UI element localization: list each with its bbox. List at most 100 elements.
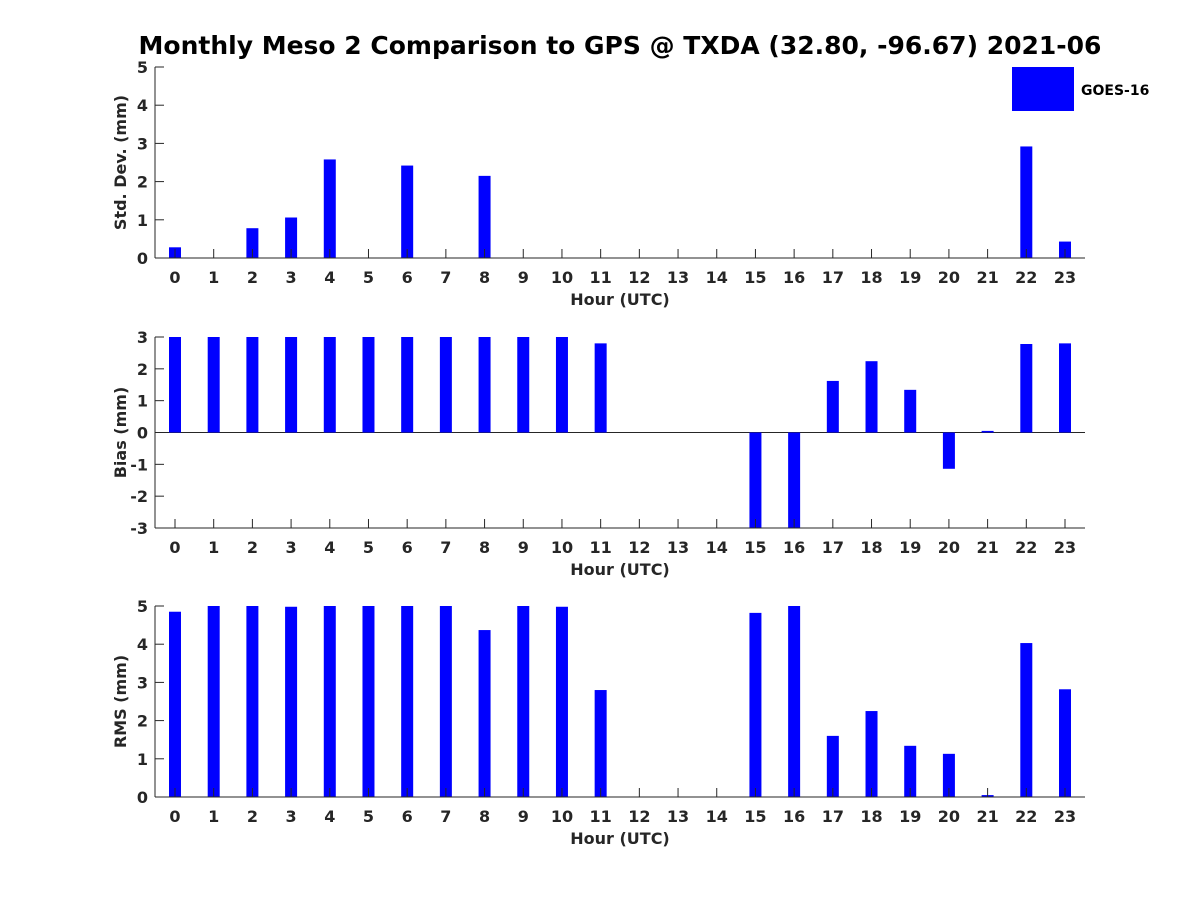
bias-x-tick-label: 23 <box>1054 538 1076 557</box>
bias-panel: 0 1 2 3 4 5 6 7 8 9 10 11 12 13 14 15 16 17 18 19 20 21 22 23-3… <box>111 328 1085 579</box>
std-dev-x-tick-label: 5 <box>363 268 374 287</box>
std-dev-x-tick-label: 3 <box>286 268 297 287</box>
bias-y-tick-label: -1 <box>130 455 148 474</box>
bias-bar-18 <box>865 361 878 433</box>
rms-x-tick-label: 21 <box>976 807 998 826</box>
std-dev-x-tick-label: 13 <box>667 268 689 287</box>
std-dev-x-tick-label: 16 <box>783 268 805 287</box>
rms-bar-19 <box>904 745 917 797</box>
rms-bar-3 <box>285 606 298 797</box>
rms-y-tick-label: 0 <box>137 788 148 807</box>
rms-bar-11 <box>594 690 607 797</box>
rms-x-tick-label: 12 <box>628 807 650 826</box>
rms-x-tick-label: 20 <box>938 807 960 826</box>
bias-bar-6 <box>401 337 414 433</box>
bias-bar-22 <box>1020 344 1033 433</box>
rms-x-tick-label: 16 <box>783 807 805 826</box>
bias-x-tick-label: 21 <box>976 538 998 557</box>
rms-y-tick-label: 4 <box>137 635 148 654</box>
bias-x-tick-label: 22 <box>1015 538 1037 557</box>
std-dev-x-tick-label: 7 <box>440 268 451 287</box>
bias-x-tick-label: 1 <box>208 538 219 557</box>
std-dev-x-tick-label: 6 <box>402 268 413 287</box>
rms-bar-4 <box>323 606 336 797</box>
rms-bar-2 <box>246 606 259 797</box>
std-dev-bar-22 <box>1020 146 1033 258</box>
bias-bar-8 <box>478 337 491 433</box>
std-dev-y-tick-label: 2 <box>137 173 148 192</box>
bias-x-tick-label: 13 <box>667 538 689 557</box>
bias-y-tick-label: 0 <box>137 424 148 443</box>
bias-y-axis-label: Bias (mm) <box>111 387 130 479</box>
rms-bar-23 <box>1059 689 1071 797</box>
bias-x-tick-label: 10 <box>551 538 573 557</box>
std-dev-x-tick-label: 18 <box>860 268 882 287</box>
rms-bar-1 <box>207 606 220 797</box>
std-dev-y-tick-label: 3 <box>137 134 148 153</box>
rms-x-tick-label: 8 <box>479 807 490 826</box>
rms-x-tick-label: 10 <box>551 807 573 826</box>
bias-x-tick-label: 3 <box>286 538 297 557</box>
bias-bar-7 <box>439 337 452 433</box>
rms-bar-7 <box>439 606 452 797</box>
bias-x-tick-label: 12 <box>628 538 650 557</box>
bias-x-tick-label: 16 <box>783 538 805 557</box>
rms-bar-9 <box>517 606 530 797</box>
rms-bar-8 <box>478 630 491 797</box>
std-dev-x-axis-label: Hour (UTC) <box>570 290 670 309</box>
bias-bar-5 <box>362 337 375 433</box>
rms-x-tick-label: 6 <box>402 807 413 826</box>
rms-x-axis-label: Hour (UTC) <box>570 829 670 848</box>
rms-x-tick-label: 9 <box>518 807 529 826</box>
rms-x-tick-label: 0 <box>169 807 180 826</box>
rms-bar-17 <box>826 735 839 797</box>
bias-x-tick-label: 20 <box>938 538 960 557</box>
rms-x-tick-label: 19 <box>899 807 921 826</box>
bias-bar-11 <box>594 343 607 433</box>
bias-bar-20 <box>942 432 955 469</box>
bias-x-tick-label: 18 <box>860 538 882 557</box>
rms-y-tick-label: 3 <box>137 673 148 692</box>
rms-bar-16 <box>788 606 801 797</box>
bias-y-tick-label: -3 <box>130 519 148 538</box>
rms-bar-18 <box>865 711 878 797</box>
std-dev-y-tick-label: 0 <box>137 249 148 268</box>
rms-bar-5 <box>362 606 375 797</box>
rms-x-tick-label: 1 <box>208 807 219 826</box>
bias-x-tick-label: 2 <box>247 538 258 557</box>
bias-x-tick-label: 0 <box>169 538 180 557</box>
std-dev-x-tick-label: 8 <box>479 268 490 287</box>
legend: GOES-16 <box>1012 67 1149 111</box>
rms-bar-22 <box>1020 643 1033 797</box>
std-dev-x-tick-label: 10 <box>551 268 573 287</box>
rms-y-tick-label: 1 <box>137 750 148 769</box>
rms-y-tick-label: 5 <box>137 597 148 616</box>
rms-x-tick-label: 14 <box>706 807 728 826</box>
rms-x-tick-label: 18 <box>860 807 882 826</box>
std-dev-bar-8 <box>478 175 491 258</box>
rms-x-tick-label: 23 <box>1054 807 1076 826</box>
std-dev-x-tick-label: 22 <box>1015 268 1037 287</box>
bias-bar-9 <box>517 337 530 433</box>
rms-x-tick-label: 4 <box>324 807 335 826</box>
std-dev-panel: 0 1 2 3 4 5 6 7 8 9 10 11 12 13 14 15 16 17 18 19 20 21 22 2301… <box>111 58 1085 309</box>
rms-bar-15 <box>749 612 762 797</box>
rms-x-tick-label: 13 <box>667 807 689 826</box>
std-dev-x-tick-label: 15 <box>744 268 766 287</box>
rms-y-axis-label: RMS (mm) <box>111 655 130 748</box>
bias-x-tick-label: 11 <box>590 538 612 557</box>
figure-title: Monthly Meso 2 Comparison to GPS @ TXDA … <box>139 31 1102 60</box>
rms-bar-10 <box>555 606 568 797</box>
bias-y-tick-label: 2 <box>137 360 148 379</box>
rms-panel: 0 1 2 3 4 5 6 7 8 9 10 11 12 13 14 15 16 17 18 19 20 21 22 2301… <box>111 597 1085 848</box>
legend-label: GOES-16 <box>1081 83 1149 99</box>
bias-y-tick-label: 3 <box>137 328 148 347</box>
std-dev-x-tick-label: 14 <box>706 268 728 287</box>
std-dev-bar-2 <box>246 228 259 258</box>
std-dev-x-tick-label: 4 <box>324 268 335 287</box>
bias-bar-23 <box>1059 343 1071 433</box>
bias-x-axis-label: Hour (UTC) <box>570 560 670 579</box>
bias-bar-10 <box>555 337 568 433</box>
bias-y-tick-label: -2 <box>130 487 148 506</box>
